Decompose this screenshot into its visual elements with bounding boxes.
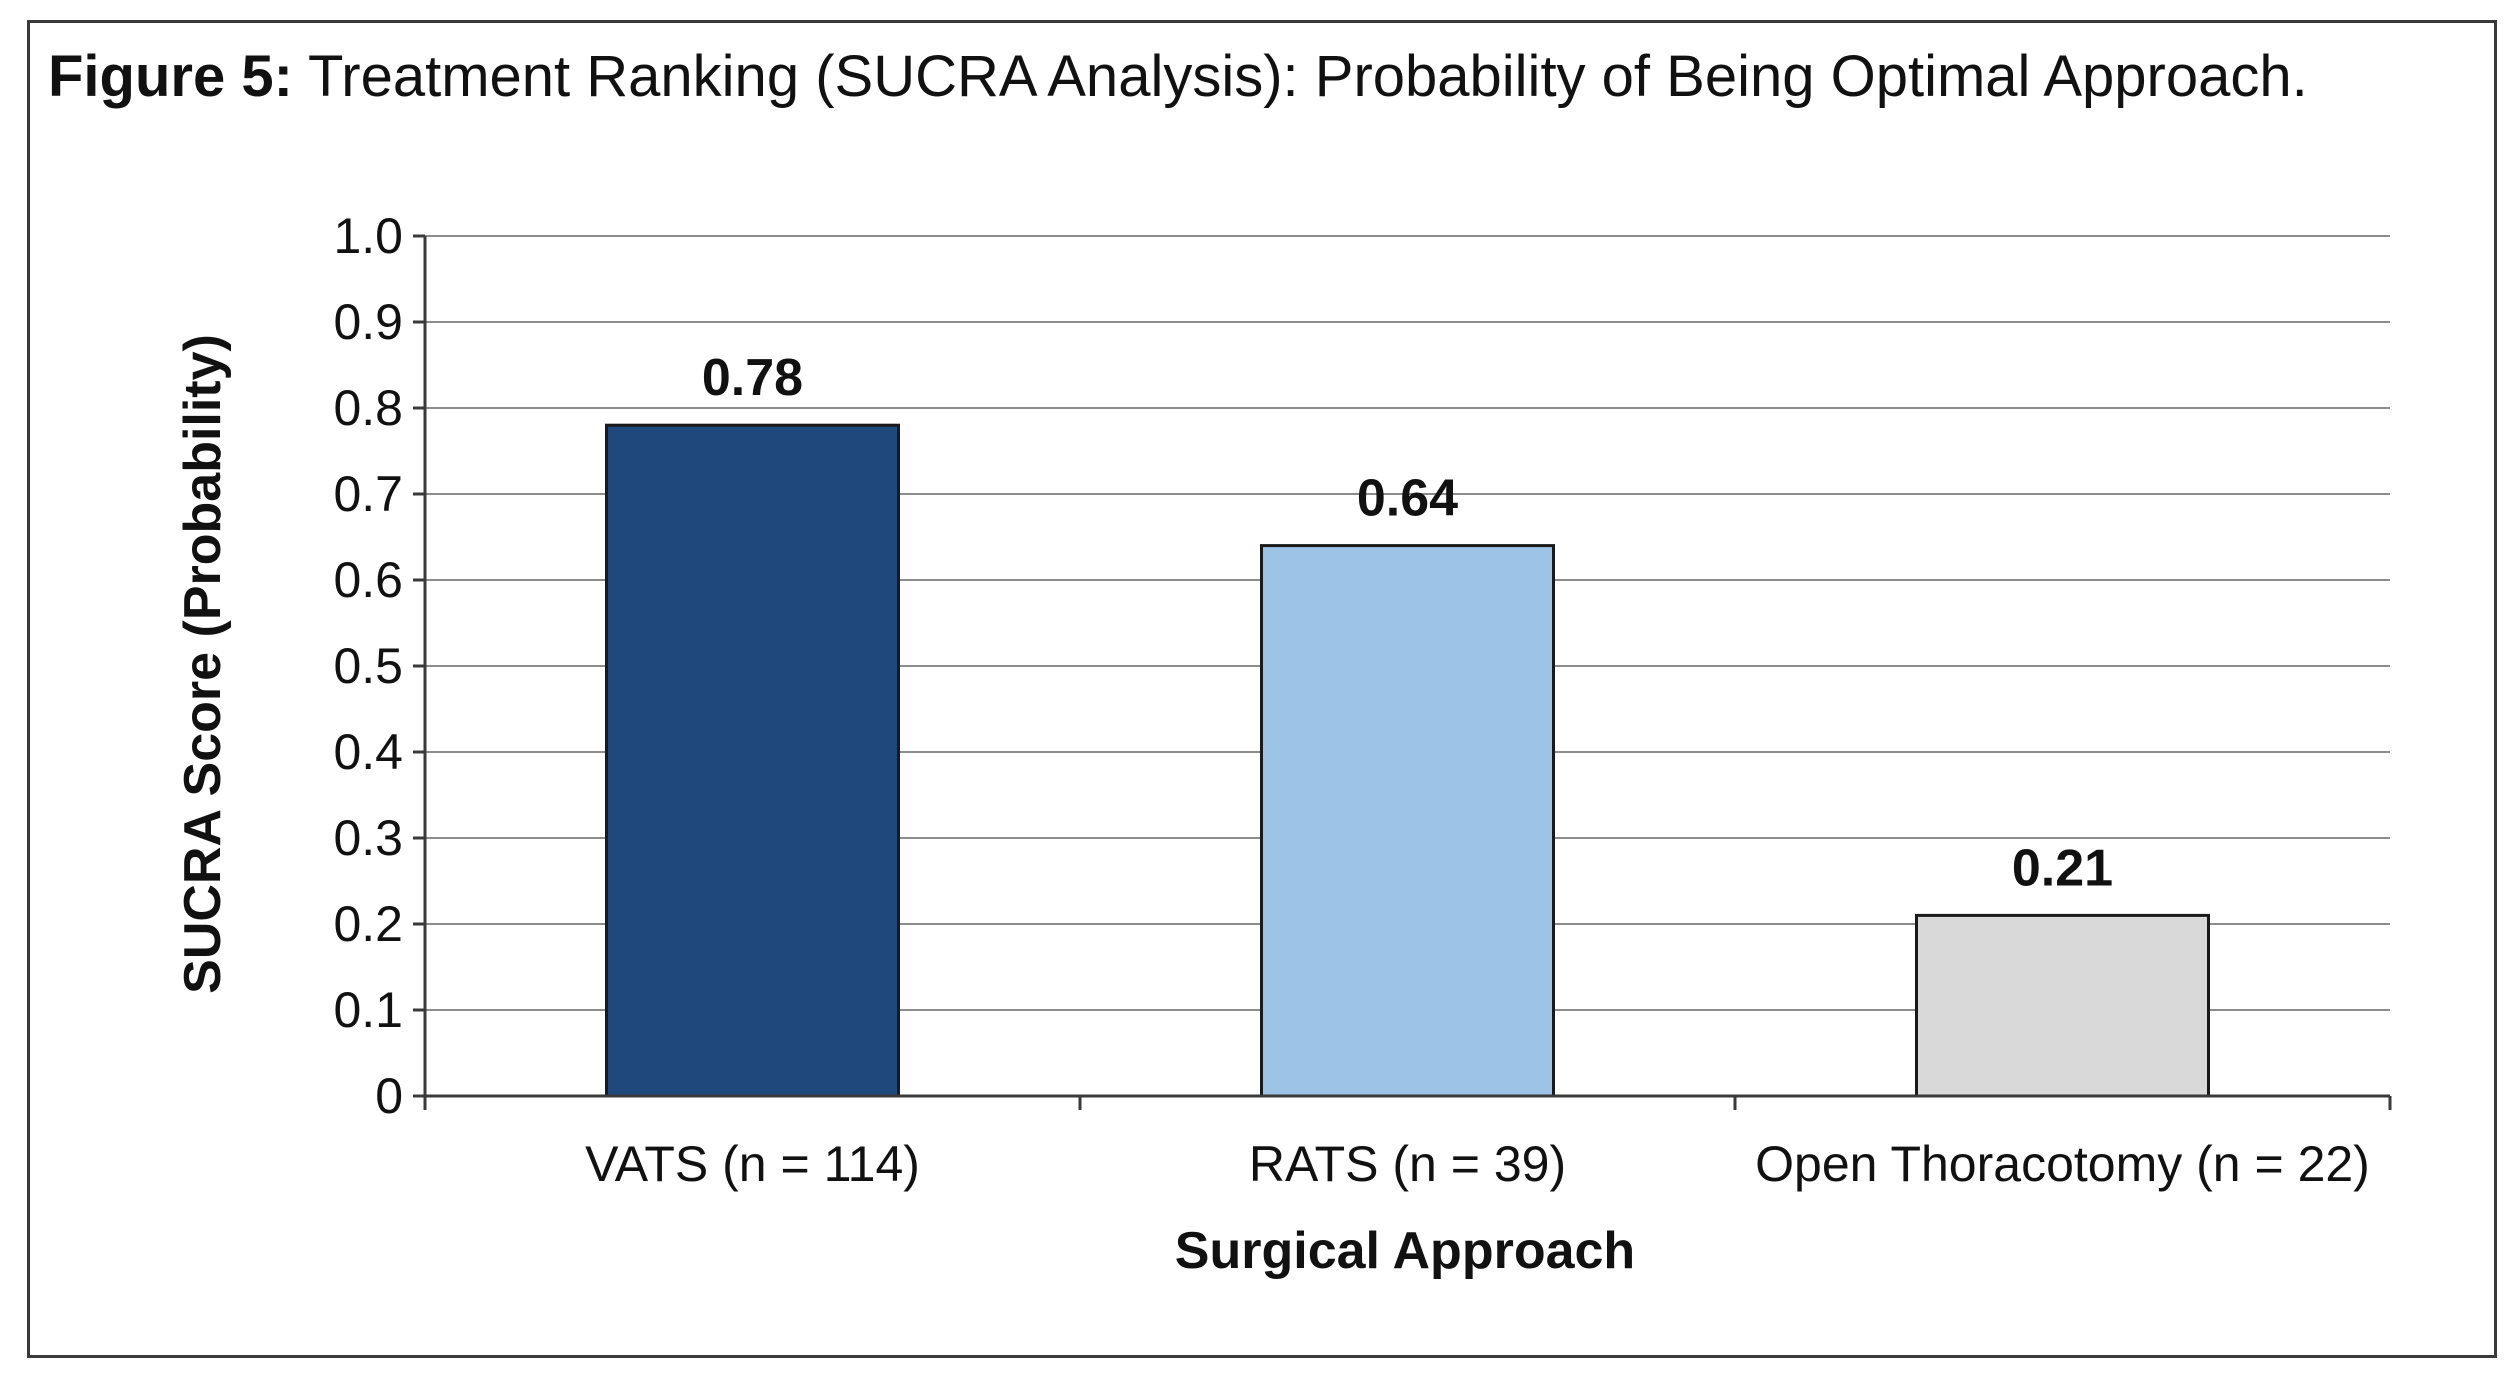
- bar: [1915, 913, 2210, 1098]
- y-tick-label: 0.6: [333, 552, 403, 608]
- y-tick-label: 0.8: [333, 380, 403, 436]
- data-label: 0.78: [702, 349, 803, 407]
- y-tick-label: 0: [375, 1068, 403, 1124]
- y-tick-label: 0.5: [333, 638, 403, 694]
- figure-title: Figure 5: Treatment Ranking (SUCRA Analy…: [48, 42, 2468, 112]
- labels: 0 0.1 0.2 0.3 0.4 0.5 0.6 0.7 0.8 0.9 1.0 0.78 VATS …: [333, 208, 2369, 1192]
- data-label: 0.21: [2012, 839, 2113, 897]
- y-tick-label: 0.9: [333, 294, 403, 350]
- figure-label: Figure 5:: [48, 44, 293, 109]
- y-tick-label: 0.3: [333, 810, 403, 866]
- y-tick-label: 0.1: [333, 982, 403, 1038]
- x-tick-label: VATS (n = 114): [585, 1136, 920, 1192]
- y-tick-label: 0.7: [333, 466, 403, 522]
- y-tick-label: 0.2: [333, 896, 403, 952]
- axes: [413, 234, 2392, 1110]
- figure-title-text: Treatment Ranking (SUCRA Analysis): Prob…: [308, 44, 2308, 109]
- bars: [605, 423, 2210, 1098]
- data-label: 0.64: [1357, 470, 1458, 528]
- bar: [605, 423, 900, 1098]
- x-axis-title: Surgical Approach: [1175, 1222, 1635, 1280]
- bar: [1260, 544, 1555, 1098]
- x-tick-label: Open Thoracotomy (n = 22): [1755, 1136, 2370, 1192]
- x-tick-label: RATS (n = 39): [1249, 1136, 1566, 1192]
- y-axis-title: SUCRA Score (Probability): [174, 334, 232, 994]
- y-tick-label: 1.0: [333, 208, 403, 264]
- y-tick-label: 0.4: [333, 724, 403, 780]
